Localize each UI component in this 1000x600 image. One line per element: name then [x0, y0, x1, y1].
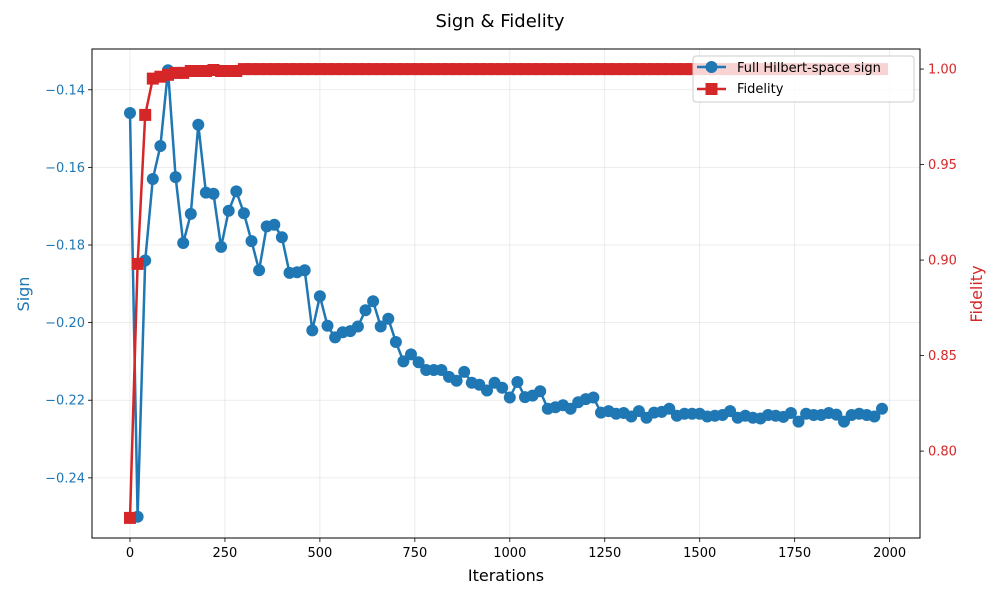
sign-point — [496, 381, 509, 394]
legend-box — [692, 55, 915, 103]
sign-point — [192, 118, 205, 131]
x-axis-ticks: 0 250 500 750 1000 1250 1500 1750 2000 — [126, 538, 906, 561]
sign-point — [298, 264, 311, 277]
sign-point — [306, 324, 319, 337]
sign-point — [450, 374, 463, 387]
legend-fidelity-label: Fidelity — [737, 82, 784, 97]
sign-point — [154, 140, 167, 152]
sign-point — [876, 402, 888, 415]
left-y-tick-label: −0.14 — [45, 83, 85, 98]
fidelity-point — [139, 108, 152, 121]
sign-point — [351, 320, 364, 333]
sign-point — [169, 171, 182, 184]
sign-point — [663, 402, 676, 415]
x-tick-label: 2000 — [873, 546, 906, 561]
left-y-tick-label: −0.16 — [45, 161, 85, 176]
right-y-tick-label: 0.80 — [928, 445, 957, 460]
x-tick-label: 1500 — [683, 546, 716, 561]
sign-point — [587, 391, 600, 404]
sign-point — [275, 231, 288, 244]
fidelity-point — [131, 257, 144, 270]
sign-point — [207, 187, 220, 200]
legend-sign-marker — [705, 61, 718, 73]
sign-point — [405, 348, 417, 361]
sign-point — [230, 185, 243, 198]
legend-fidelity-marker — [705, 83, 718, 95]
plot-frame — [91, 48, 921, 539]
sign-point — [222, 204, 235, 217]
sign-point — [503, 391, 516, 404]
sign-point — [412, 356, 425, 369]
right-y-tick-label: 0.90 — [928, 254, 957, 269]
sign-point — [792, 415, 805, 428]
series-fidelity — [124, 63, 888, 524]
sign-point — [245, 235, 258, 248]
legend-sign-label: Full Hilbert-space sign — [737, 61, 881, 76]
series-sign — [124, 64, 888, 523]
left-y-axis-ticks: −0.24 −0.22 −0.20 −0.18 −0.16 −0.14 — [45, 83, 92, 486]
x-tick-label: 1000 — [493, 546, 526, 561]
sign-point — [146, 173, 159, 185]
right-y-tick-label: 1.00 — [928, 63, 957, 78]
sign-point — [374, 320, 387, 333]
right-y-tick-label: 0.95 — [928, 158, 957, 173]
sign-point — [397, 355, 410, 368]
sign-point — [253, 264, 266, 277]
left-y-tick-label: −0.24 — [45, 471, 85, 486]
left-y-tick-label: −0.18 — [45, 238, 85, 253]
sign-point — [215, 240, 228, 253]
x-tick-label: 750 — [402, 546, 427, 561]
left-y-tick-label: −0.22 — [45, 394, 85, 409]
sign-point — [124, 107, 136, 119]
fidelity-series-line — [128, 67, 882, 518]
left-y-tick-label: −0.20 — [45, 316, 85, 331]
x-tick-label: 1250 — [588, 546, 621, 561]
x-tick-label: 500 — [307, 546, 332, 561]
sign-point — [382, 312, 395, 325]
sign-point — [534, 385, 547, 398]
sign-point — [511, 376, 524, 388]
sign-point — [177, 237, 190, 249]
chart-title: Sign & Fidelity — [436, 11, 565, 32]
x-axis-label: Iterations — [468, 566, 544, 585]
fidelity-point — [124, 511, 136, 524]
sign-point — [458, 365, 471, 378]
right-y-tick-label: 0.85 — [928, 349, 957, 364]
sign-point — [389, 336, 402, 348]
sign-point — [268, 218, 281, 231]
sign-point — [830, 408, 843, 421]
sign-point — [359, 304, 372, 317]
right-y-axis-ticks: 0.80 0.85 0.90 0.95 1.00 — [920, 63, 957, 460]
sign-series-line — [128, 69, 883, 518]
sign-point — [367, 295, 380, 308]
sign-point — [481, 384, 493, 397]
right-y-axis-label: Fidelity — [967, 265, 986, 322]
sign-point — [237, 207, 250, 220]
sign-point — [435, 364, 448, 376]
sign-point — [868, 410, 881, 423]
sign-point — [321, 319, 334, 332]
x-tick-label: 250 — [213, 546, 238, 561]
grid — [92, 49, 920, 538]
x-tick-label: 1750 — [778, 546, 811, 561]
left-y-axis-label: Sign — [14, 277, 33, 312]
sign-point — [313, 290, 326, 303]
x-tick-label: 0 — [126, 546, 134, 561]
sign-point — [184, 207, 197, 220]
legend: Full Hilbert-space sign Fidelity — [692, 55, 915, 103]
sign-point — [784, 407, 797, 419]
